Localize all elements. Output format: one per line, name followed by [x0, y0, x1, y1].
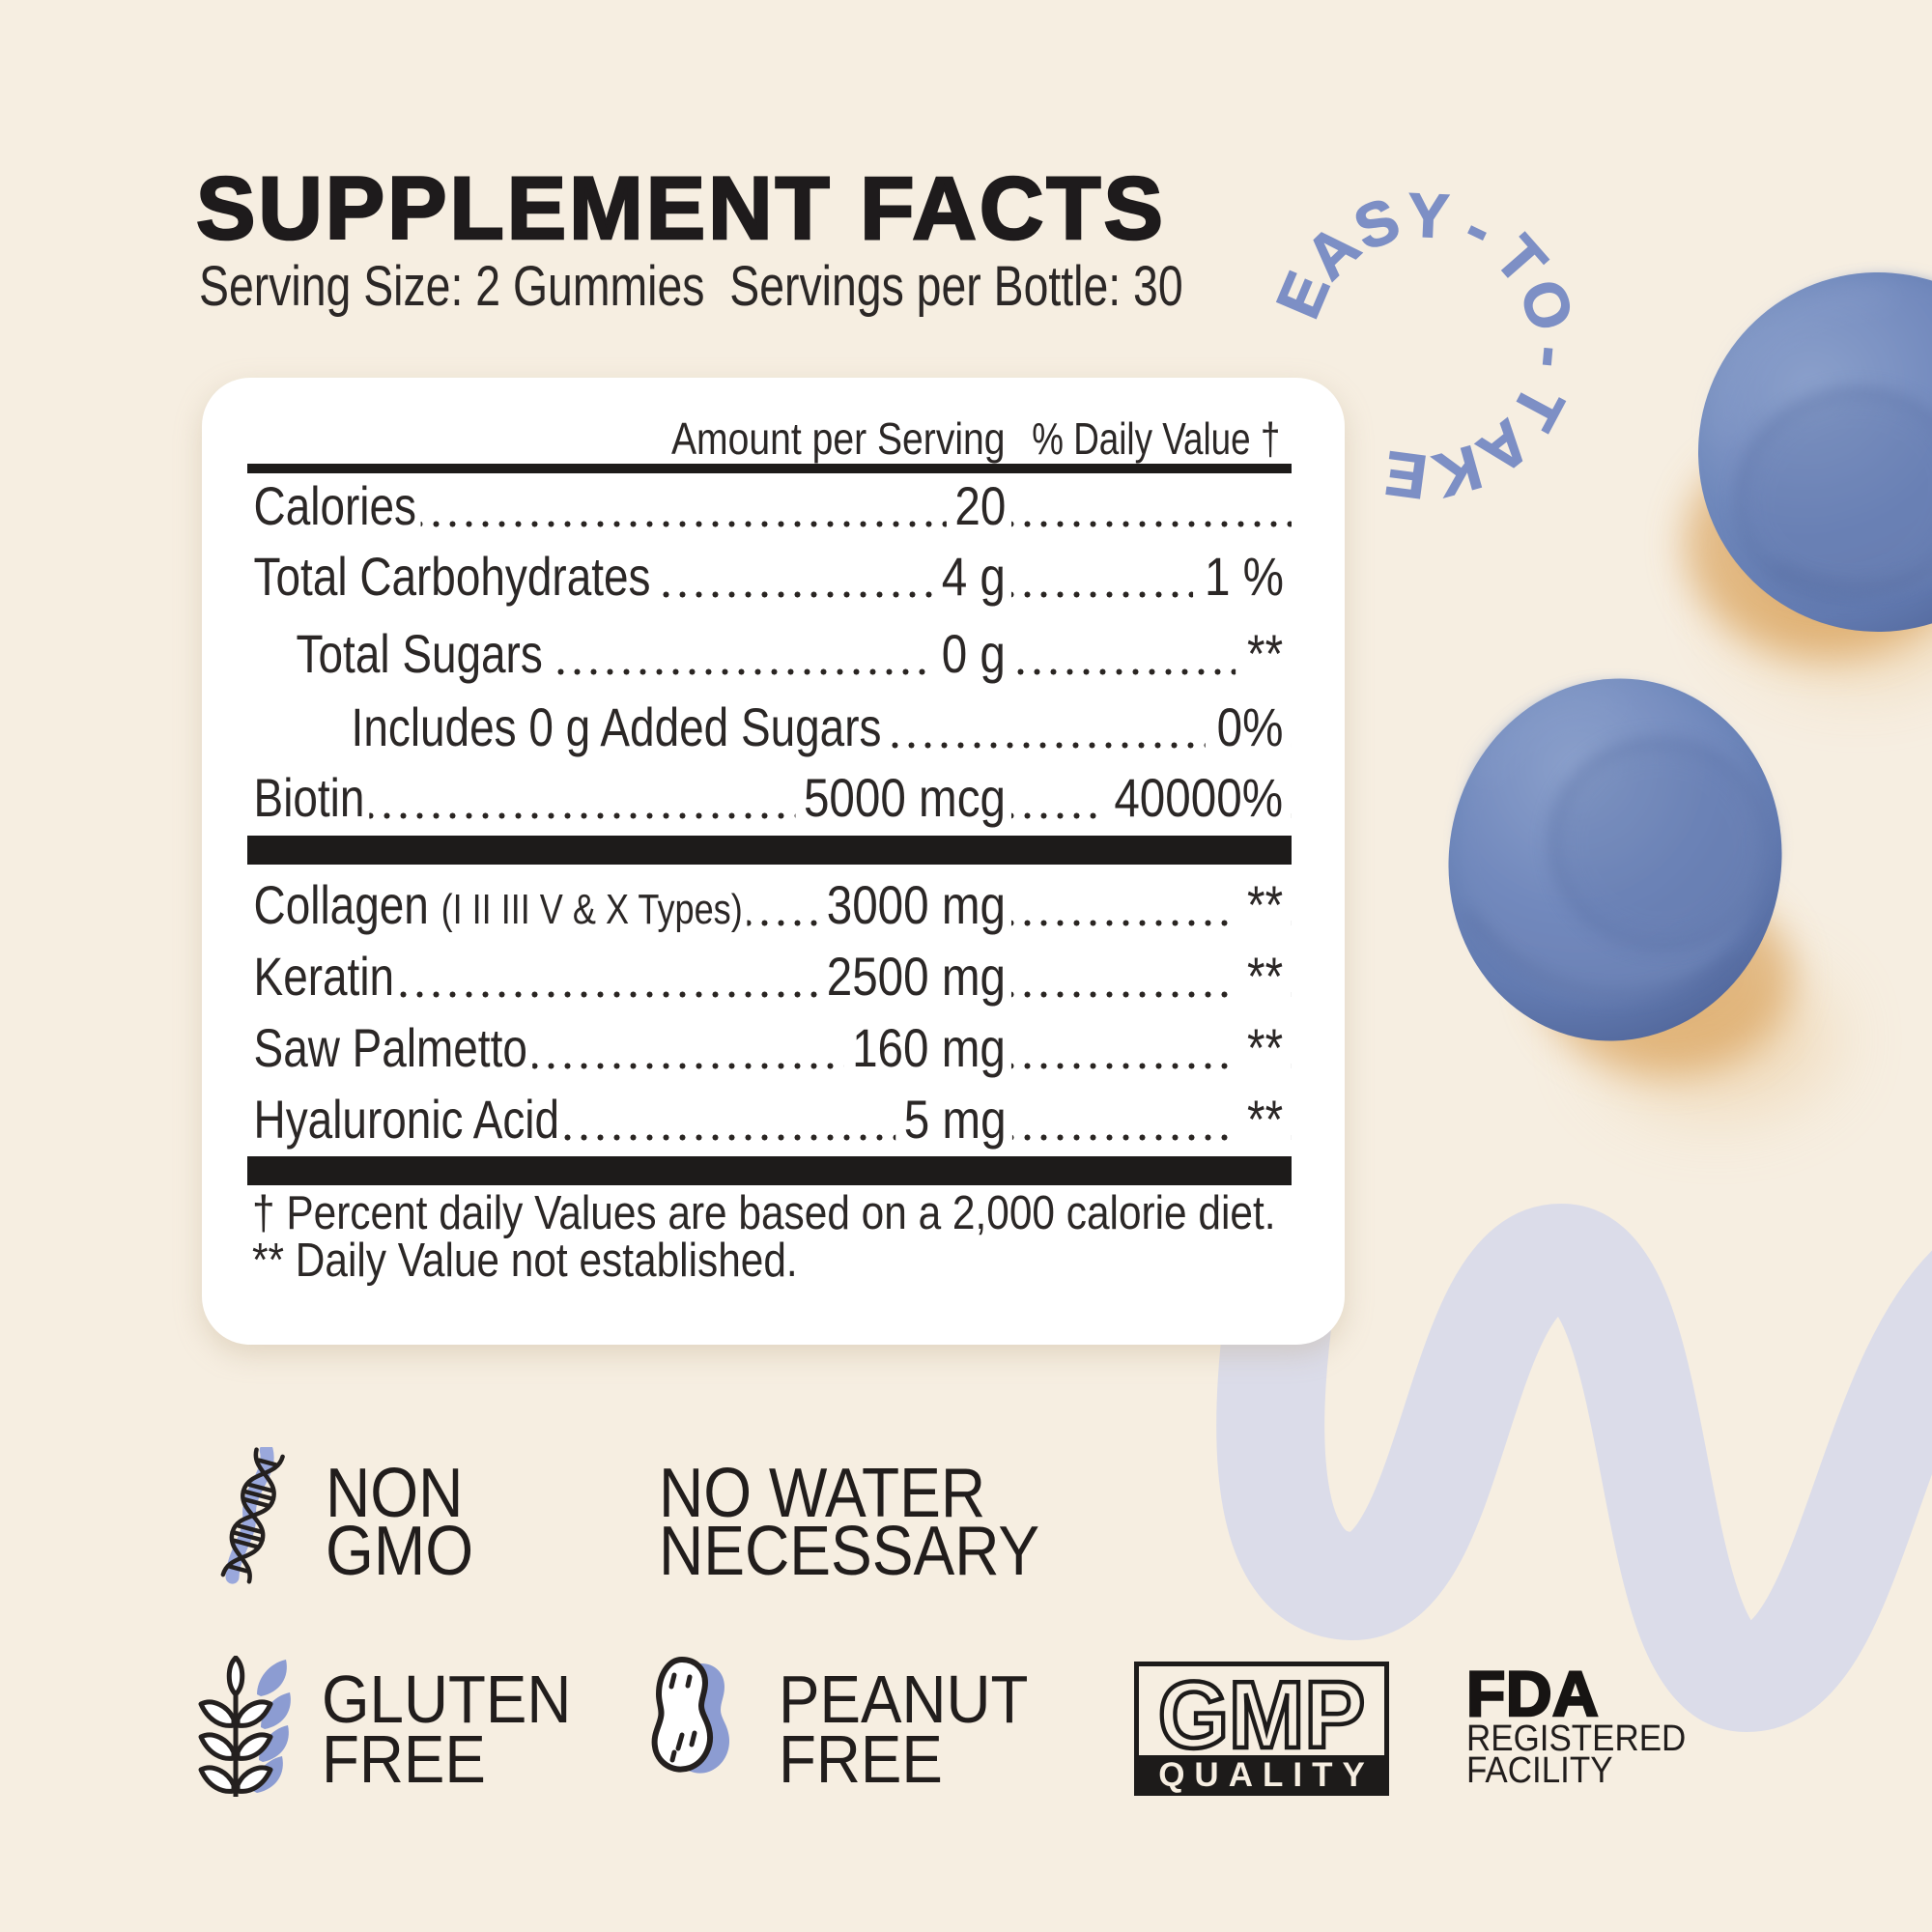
svg-text:-: - — [1455, 192, 1503, 264]
svg-text:-: - — [1518, 344, 1589, 371]
svg-text:Y: Y — [1406, 180, 1451, 251]
svg-text:E: E — [1380, 438, 1431, 512]
